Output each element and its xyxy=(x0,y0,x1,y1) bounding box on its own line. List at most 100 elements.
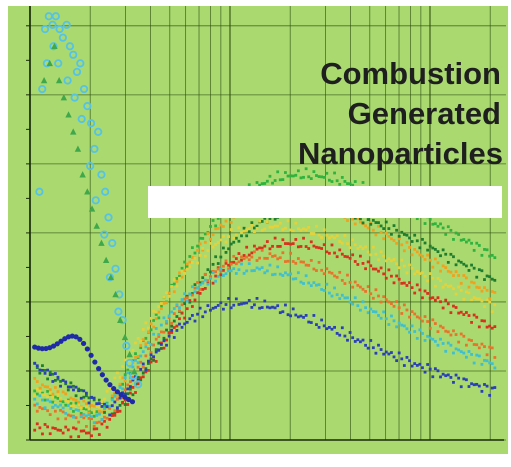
curve-1-dot xyxy=(410,253,414,257)
curve-0-dot xyxy=(276,170,280,174)
curve-7-dot xyxy=(493,386,497,389)
curve-3-dot xyxy=(325,233,329,237)
curve-7-dot xyxy=(286,313,290,317)
curve-7-dot xyxy=(232,303,236,307)
curve-6-dot xyxy=(59,403,62,407)
curve-4-dot xyxy=(384,276,388,280)
curve-5-dot xyxy=(103,415,106,419)
curve-1-dot xyxy=(183,269,187,272)
curve-1-dot xyxy=(452,274,455,277)
curve-0-dot xyxy=(325,171,329,175)
curve-0-dot xyxy=(53,395,57,399)
curve-4-dot xyxy=(74,427,78,431)
curve-3-dot xyxy=(95,405,99,409)
curve-1-dot xyxy=(61,390,65,394)
curve-6-dot xyxy=(418,328,422,332)
curve-4-dot xyxy=(446,302,450,306)
curve-7-dot xyxy=(43,371,47,375)
curve-7-dot xyxy=(136,378,140,382)
curve-6-dot xyxy=(167,314,171,318)
curve-7-dot xyxy=(77,389,81,393)
curve-5-dot xyxy=(229,262,233,266)
curve-6-dot xyxy=(250,269,254,273)
curve-3-dot xyxy=(245,228,249,232)
curve-4-dot xyxy=(203,287,207,290)
series-1-point-16 xyxy=(117,316,124,323)
curve-6-dot xyxy=(209,276,212,280)
curve-2-dot xyxy=(56,377,60,381)
curve-0-dot xyxy=(428,217,432,221)
curve-5-dot xyxy=(325,267,329,271)
curve-3-dot xyxy=(216,241,220,245)
curve-7-dot xyxy=(291,307,295,311)
curve-2-dot xyxy=(113,411,117,415)
curve-2-dot xyxy=(74,394,78,398)
curve-6-dot xyxy=(449,343,453,347)
curve-7-dot xyxy=(475,382,479,386)
curve-0-dot xyxy=(214,224,218,228)
curve-1-dot xyxy=(229,220,233,224)
curve-3-dot xyxy=(147,326,150,330)
curve-1-dot xyxy=(175,280,179,283)
curve-2-dot xyxy=(436,250,440,254)
series-0-point-12 xyxy=(83,102,92,111)
curve-0-dot xyxy=(361,181,365,184)
curve-3-dot xyxy=(253,230,256,234)
curve-5-dot xyxy=(483,345,486,349)
curve-5-dot xyxy=(149,351,153,354)
curve-7-dot xyxy=(361,338,365,342)
curve-5-dot xyxy=(315,269,318,272)
curve-7-dot xyxy=(250,306,254,309)
curve-6-dot xyxy=(147,341,150,344)
curve-0-dot xyxy=(188,255,192,258)
curve-3-dot xyxy=(415,270,419,274)
curve-4-dot xyxy=(426,292,430,295)
curve-7-dot xyxy=(359,340,362,344)
curve-7-dot xyxy=(240,302,243,306)
curve-7-dot xyxy=(82,389,86,393)
curve-4-dot xyxy=(327,251,331,255)
curve-6-dot xyxy=(214,279,218,283)
curve-6-dot xyxy=(90,415,93,419)
curve-5-dot xyxy=(167,316,171,319)
curve-3-dot xyxy=(485,298,489,302)
curve-2-dot xyxy=(59,379,62,383)
curve-5-dot xyxy=(170,321,174,325)
curve-2-dot xyxy=(152,358,156,362)
curve-3-dot xyxy=(356,247,360,250)
curve-2-dot xyxy=(43,369,47,372)
curve-6-dot xyxy=(136,361,140,365)
curve-5-dot xyxy=(348,280,352,284)
curve-2-dot xyxy=(216,262,220,265)
curve-0-dot xyxy=(123,373,127,377)
curve-2-dot xyxy=(490,277,494,281)
curve-1-dot xyxy=(196,248,199,252)
curve-3-dot xyxy=(193,256,197,260)
curve-6-dot xyxy=(327,291,331,295)
curve-1-dot xyxy=(413,248,417,251)
curve-0-dot xyxy=(309,177,313,180)
curve-7-dot xyxy=(139,367,143,371)
curve-0-dot xyxy=(335,179,339,183)
curve-4-dot xyxy=(56,428,60,432)
curve-4-dot xyxy=(296,245,300,249)
curve-1-dot xyxy=(472,281,476,285)
curve-7-dot xyxy=(312,314,316,317)
curve-5-dot xyxy=(464,343,468,347)
curve-1-dot xyxy=(198,242,202,246)
curve-6-dot xyxy=(227,269,230,273)
curve-3-dot xyxy=(51,395,55,399)
curve-6-dot xyxy=(240,262,243,266)
curve-2-dot xyxy=(162,336,166,340)
curve-3-dot xyxy=(108,386,112,390)
curve-6-dot xyxy=(320,288,324,291)
curve-0-dot xyxy=(433,222,437,226)
curve-4-dot xyxy=(162,346,166,350)
curve-4-dot xyxy=(265,240,269,243)
curve-6-dot xyxy=(255,266,259,270)
curve-6-dot xyxy=(185,299,189,303)
curve-6-dot xyxy=(66,404,70,407)
curve-4-dot xyxy=(317,246,321,250)
curve-7-dot xyxy=(206,304,210,308)
curve-bump-dot xyxy=(58,338,64,344)
